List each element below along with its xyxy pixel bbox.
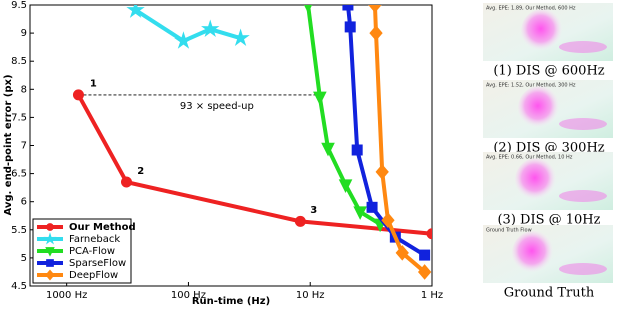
legend-label: SparseFlow (69, 258, 126, 269)
legend-marker (45, 269, 55, 281)
plot-area (72, 5, 432, 280)
panel-caption: (1) DIS @ 600Hz (493, 64, 604, 79)
panel-caption: (3) DIS @ 10Hz (497, 213, 600, 228)
marker (174, 31, 193, 49)
marker (353, 206, 367, 220)
legend-label: DeepFlow (69, 270, 118, 281)
x-tick-label: 1000 Hz (46, 290, 87, 301)
y-tick-label: 8 (21, 84, 27, 95)
marker (321, 142, 335, 157)
y-axis-label: Avg. end-point error (px) (3, 74, 14, 215)
legend-label: Farneback (69, 234, 120, 245)
x-tick-label: 1 Hz (421, 290, 443, 301)
y-tick-label: 9.5 (11, 0, 27, 11)
flow-blob (518, 86, 562, 130)
y-tick-label: 5 (21, 253, 27, 264)
marker (369, 25, 383, 41)
marker (381, 212, 395, 229)
series-line (134, 8, 242, 44)
legend-label: Our Method (69, 222, 136, 233)
y-tick-label: 9 (21, 28, 27, 39)
x-tick-label: 100 Hz (171, 290, 206, 301)
marker (417, 264, 432, 280)
image-label: Avg. EPE: 0.66, Our Method, 10 Hz (486, 155, 573, 161)
image-label: Avg. EPE: 1.89, Our Method, 600 Hz (486, 6, 576, 12)
speedup-label: 93 × speed-up (180, 101, 254, 112)
flow-arm (559, 41, 607, 53)
marker (366, 201, 378, 213)
legend-marker (46, 223, 54, 231)
y-tick-label: 6 (21, 197, 27, 208)
marker (338, 179, 353, 193)
y-tick-label: 5.5 (11, 225, 27, 236)
flow-blob (521, 9, 565, 53)
y-tick-label: 7.5 (11, 112, 27, 123)
image-label: Ground Truth Flow (486, 228, 532, 234)
marker (375, 164, 389, 180)
marker (351, 144, 363, 156)
annotation: 2 (137, 166, 144, 177)
flow-arm (559, 263, 607, 275)
marker (342, 5, 354, 11)
marker (313, 91, 327, 106)
y-tick-label: 8.5 (11, 56, 27, 67)
marker (201, 19, 220, 37)
marker (126, 5, 145, 18)
marker (395, 245, 409, 261)
marker (294, 215, 306, 227)
flow-arm (559, 118, 607, 130)
flow-blob (512, 231, 556, 275)
series-line (306, 5, 382, 226)
annotation: 1 (90, 79, 97, 90)
legend-marker (46, 259, 54, 267)
marker (368, 5, 382, 13)
annotation: 3 (310, 205, 317, 216)
panel-caption: Ground Truth (504, 286, 595, 301)
panels: Avg. EPE: 1.89, Our Method, 600 Hz (1) DI… (483, 3, 613, 301)
flow-arm (559, 190, 607, 202)
x-axis-label: Run-time (Hz) (192, 296, 270, 307)
image-label: Avg. EPE: 1.52, Our Method, 300 Hz (486, 83, 576, 89)
marker (419, 249, 431, 261)
panel-caption: (2) DIS @ 300Hz (493, 141, 604, 156)
legend-label: PCA-Flow (69, 246, 115, 257)
series-line (76, 93, 432, 236)
marker (231, 28, 250, 46)
marker (72, 89, 84, 101)
marker (120, 176, 132, 188)
y-tick-label: 7 (21, 141, 27, 152)
y-tick-label: 6.5 (11, 169, 27, 180)
flow-blob (515, 158, 559, 202)
marker (304, 5, 313, 14)
marker (344, 21, 356, 33)
legend-marker (45, 247, 55, 257)
y-tick-label: 4.5 (11, 281, 27, 292)
x-tick-label: 10 Hz (296, 290, 325, 301)
marker (426, 228, 432, 240)
legend-marker (43, 232, 57, 245)
